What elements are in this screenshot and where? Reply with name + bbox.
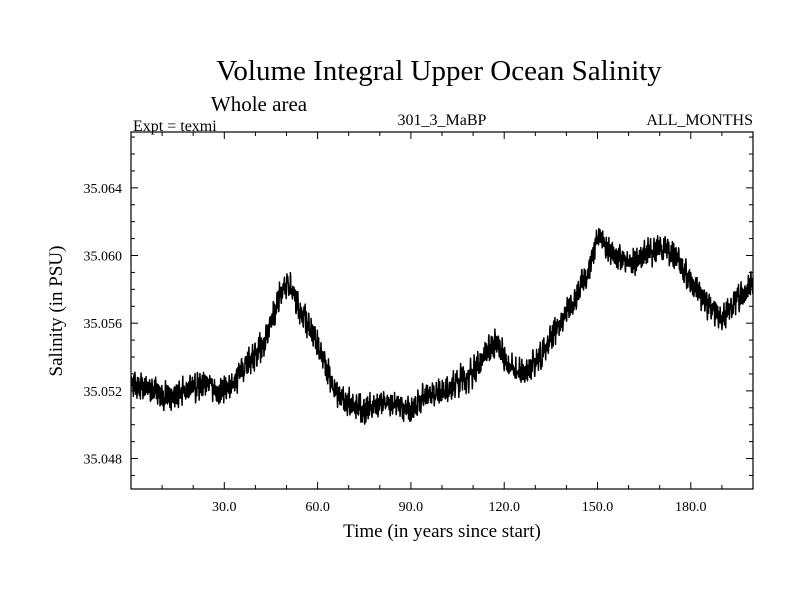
chart-title: Volume Integral Upper Ocean Salinity [216,55,662,87]
x-tick-label: 120.0 [488,500,520,515]
y-axis: 35.048 35.052 35.056 35.060 35.064 [84,136,753,476]
y-tick-label: 35.060 [84,250,123,265]
x-tick-label: 180.0 [675,500,707,515]
experiment-label: Expt = texmi [133,118,217,135]
y-axis-label: Salinity (in PSU) [46,246,67,377]
y-tick-label: 35.064 [84,182,123,197]
x-tick-label: 90.0 [399,500,424,515]
plot-frame [130,131,754,490]
x-tick-label: 150.0 [582,500,614,515]
x-tick-label: 30.0 [212,500,237,515]
series-line-salinity [131,227,753,425]
chart-subtitle: Whole area [211,92,308,116]
months-label: ALL_MONTHS [646,112,753,129]
x-axis-label: Time (in years since start) [343,521,541,542]
x-tick-label: 60.0 [305,500,330,515]
x-axis: 30.0 60.0 90.0 120.0 150.0 180.0 [161,132,723,515]
run-label: 301_3_MaBP [398,112,487,129]
y-tick-label: 35.056 [84,317,123,332]
y-tick-label: 35.048 [84,453,123,468]
y-tick-label: 35.052 [84,385,123,400]
plot-area [131,227,753,425]
